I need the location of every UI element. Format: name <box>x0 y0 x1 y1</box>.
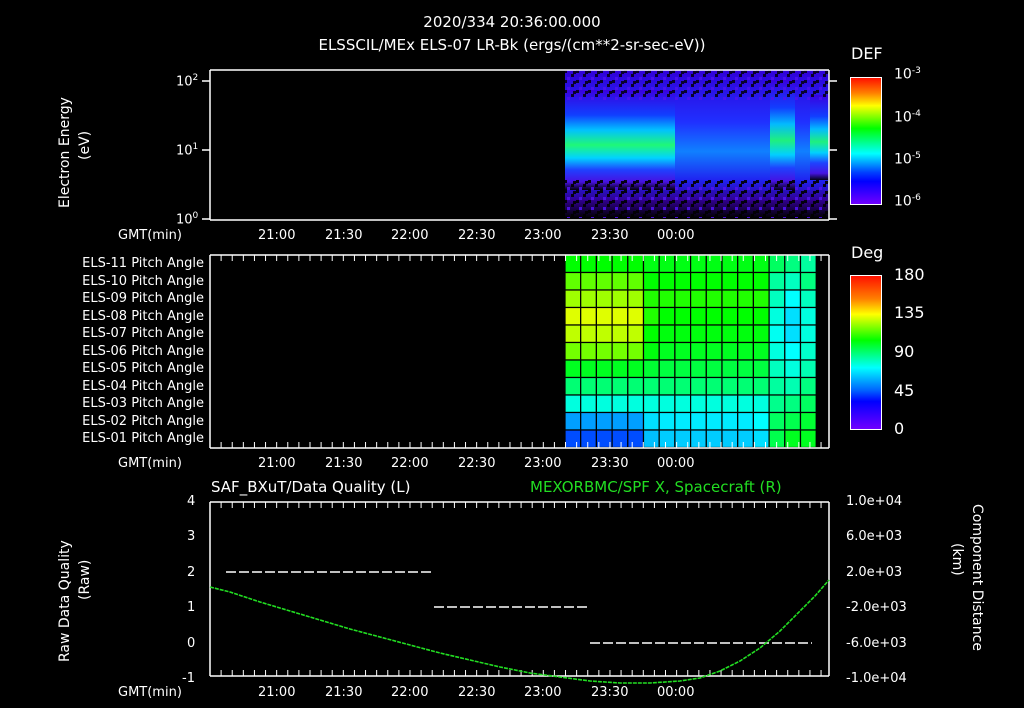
ytick-left-4: 4 <box>187 494 196 509</box>
spacecraft-x-line <box>209 579 830 684</box>
xtick-2200: 22:00 <box>391 228 429 243</box>
xtick-2200: 22:00 <box>391 456 429 471</box>
xtick-2130: 21:30 <box>325 228 363 243</box>
row-label-els11: ELS-11 Pitch Angle <box>82 256 204 271</box>
energy-spectrogram-panel: Electron Energy (eV) 102 101 100 <box>0 0 1024 243</box>
xtick-2230: 22:30 <box>458 456 496 471</box>
pitch-angle-row-labels: ELS-11 Pitch Angle ELS-10 Pitch Angle EL… <box>40 257 204 450</box>
xtick-2100: 21:00 <box>258 685 296 700</box>
xtick-2330: 23:30 <box>591 685 629 700</box>
ytick-left-0: 0 <box>187 636 196 651</box>
data-quality-line <box>226 571 812 644</box>
def-colorbar-title: DEF <box>851 44 883 63</box>
time-axis-label-2: GMT(min) <box>118 456 182 471</box>
def-tick-1e-6: 10-6 <box>894 193 921 210</box>
ytick-left-3: 3 <box>187 529 196 544</box>
xtick-2130: 21:30 <box>325 685 363 700</box>
xtick-2300: 23:00 <box>524 228 562 243</box>
pitch-angle-panel: ELS-11 Pitch Angle ELS-10 Pitch Angle EL… <box>0 240 1024 480</box>
def-tick-1e-4: 10-4 <box>894 109 921 126</box>
row-label-els03: ELS-03 Pitch Angle <box>82 396 204 411</box>
component-distance-ylabel: Component Distance <box>969 504 985 651</box>
pitch-angle-grid <box>564 254 817 449</box>
ytick-left-2: 2 <box>187 565 196 580</box>
pitch-angle-plot <box>209 254 830 449</box>
energy-spectrogram-plot <box>202 69 837 221</box>
deg-colorbar <box>850 275 882 430</box>
def-tick-1e-5: 10-5 <box>894 151 921 168</box>
xtick-0000: 00:00 <box>657 685 695 700</box>
xtick-2300: 23:00 <box>524 456 562 471</box>
ytick-right-neg1e4: -1.0e+04 <box>846 671 907 686</box>
xtick-0000: 00:00 <box>657 456 695 471</box>
row-label-els07: ELS-07 Pitch Angle <box>82 326 204 341</box>
xtick-2130: 21:30 <box>325 456 363 471</box>
deg-tick-45: 45 <box>894 381 915 400</box>
xtick-0000: 00:00 <box>657 228 695 243</box>
ytick-right-6e3: 6.0e+03 <box>846 529 903 544</box>
deg-tick-0: 0 <box>894 419 905 438</box>
row-label-els08: ELS-08 Pitch Angle <box>82 308 204 324</box>
time-axis-label-3: GMT(min) <box>118 685 182 700</box>
deg-colorbar-title: Deg <box>851 243 884 262</box>
ytick-left-1: 1 <box>187 600 196 615</box>
deg-tick-180: 180 <box>894 265 925 284</box>
row-label-els10: ELS-10 Pitch Angle <box>82 273 204 289</box>
ytick-1e1: 101 <box>176 142 199 159</box>
row-label-els02: ELS-02 Pitch Angle <box>82 413 204 429</box>
row-label-els04: ELS-04 Pitch Angle <box>82 378 204 394</box>
component-distance-ylabel-unit: (km) <box>949 543 965 576</box>
ytick-right-1e4: 1.0e+04 <box>846 494 903 509</box>
row-label-els09: ELS-09 Pitch Angle <box>82 291 204 306</box>
data-quality-panel: SAF_BXuT/Data Quality (L) MEXORBMC/SPF X… <box>0 470 1024 708</box>
ytick-right-neg2e3: -2.0e+03 <box>846 600 907 615</box>
plot-timestamp: 2020/334 20:36:00.000 <box>423 13 601 31</box>
xtick-2100: 21:00 <box>258 456 296 471</box>
xtick-2330: 23:30 <box>591 456 629 471</box>
ytick-right-neg6e3: -6.0e+03 <box>846 636 907 651</box>
row-label-els01: ELS-01 Pitch Angle <box>82 431 204 446</box>
xtick-2100: 21:00 <box>258 228 296 243</box>
def-tick-1e-3: 10-3 <box>894 66 921 83</box>
row-label-els05: ELS-05 Pitch Angle <box>82 361 204 376</box>
ytick-1e2: 102 <box>176 73 199 90</box>
ytick-left-neg1: -1 <box>182 671 195 686</box>
spacecraft-x-title: MEXORBMC/SPF X, Spacecraft (R) <box>530 478 782 496</box>
xtick-2300: 23:00 <box>524 685 562 700</box>
xtick-2200: 22:00 <box>391 685 429 700</box>
def-colorbar <box>850 77 882 205</box>
ytick-right-2e3: 2.0e+03 <box>846 565 903 580</box>
row-label-els06: ELS-06 Pitch Angle <box>82 343 204 359</box>
deg-tick-135: 135 <box>894 303 925 322</box>
time-axis-label: GMT(min) <box>118 228 182 243</box>
data-quality-plot <box>209 501 830 684</box>
xtick-2230: 22:30 <box>458 228 496 243</box>
deg-tick-90: 90 <box>894 342 915 361</box>
xtick-2330: 23:30 <box>591 228 629 243</box>
ytick-1e0: 100 <box>176 211 199 228</box>
plot-title: ELSSCIL/MEx ELS-07 LR-Bk (ergs/(cm**2-sr… <box>318 36 706 54</box>
data-quality-title: SAF_BXuT/Data Quality (L) <box>211 478 411 496</box>
xtick-2230: 22:30 <box>458 685 496 700</box>
